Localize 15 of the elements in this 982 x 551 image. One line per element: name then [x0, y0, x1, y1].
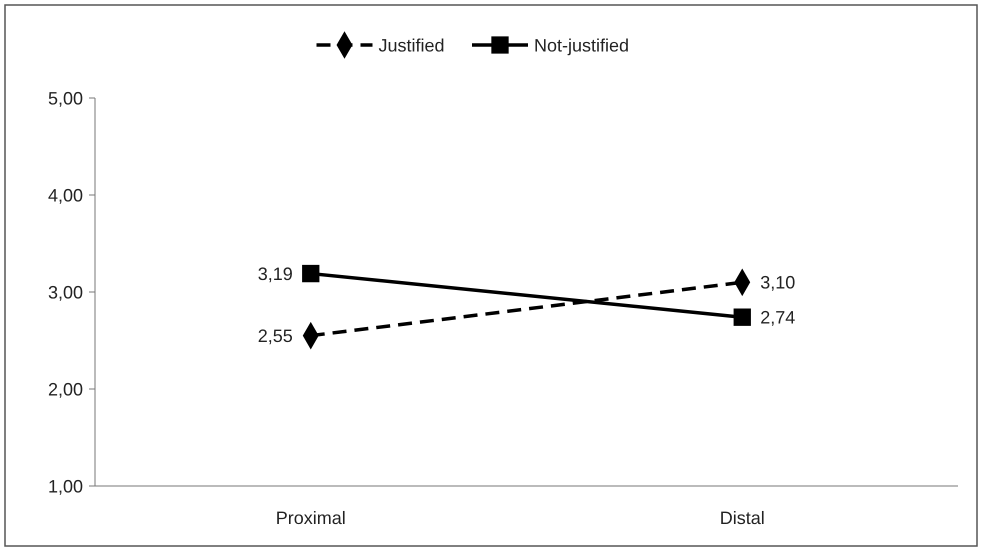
legend-label: Not-justified [534, 35, 630, 56]
data-label: 3,10 [760, 272, 796, 293]
y-tick-label: 2,00 [48, 379, 83, 400]
y-tick-label: 1,00 [48, 476, 83, 496]
y-tick-label: 4,00 [48, 185, 83, 206]
data-label: 3,19 [258, 264, 293, 284]
y-tick-label: 5,00 [48, 88, 83, 108]
x-tick-label: Distal [720, 508, 765, 528]
legend-label: Justified [378, 35, 445, 56]
point [302, 264, 320, 282]
data-label: 2,74 [760, 308, 796, 328]
y-tick-label: 3,00 [48, 282, 83, 302]
x-tick-label: Proximal [276, 508, 346, 528]
point [734, 308, 751, 326]
data-label: 2,55 [258, 326, 293, 346]
